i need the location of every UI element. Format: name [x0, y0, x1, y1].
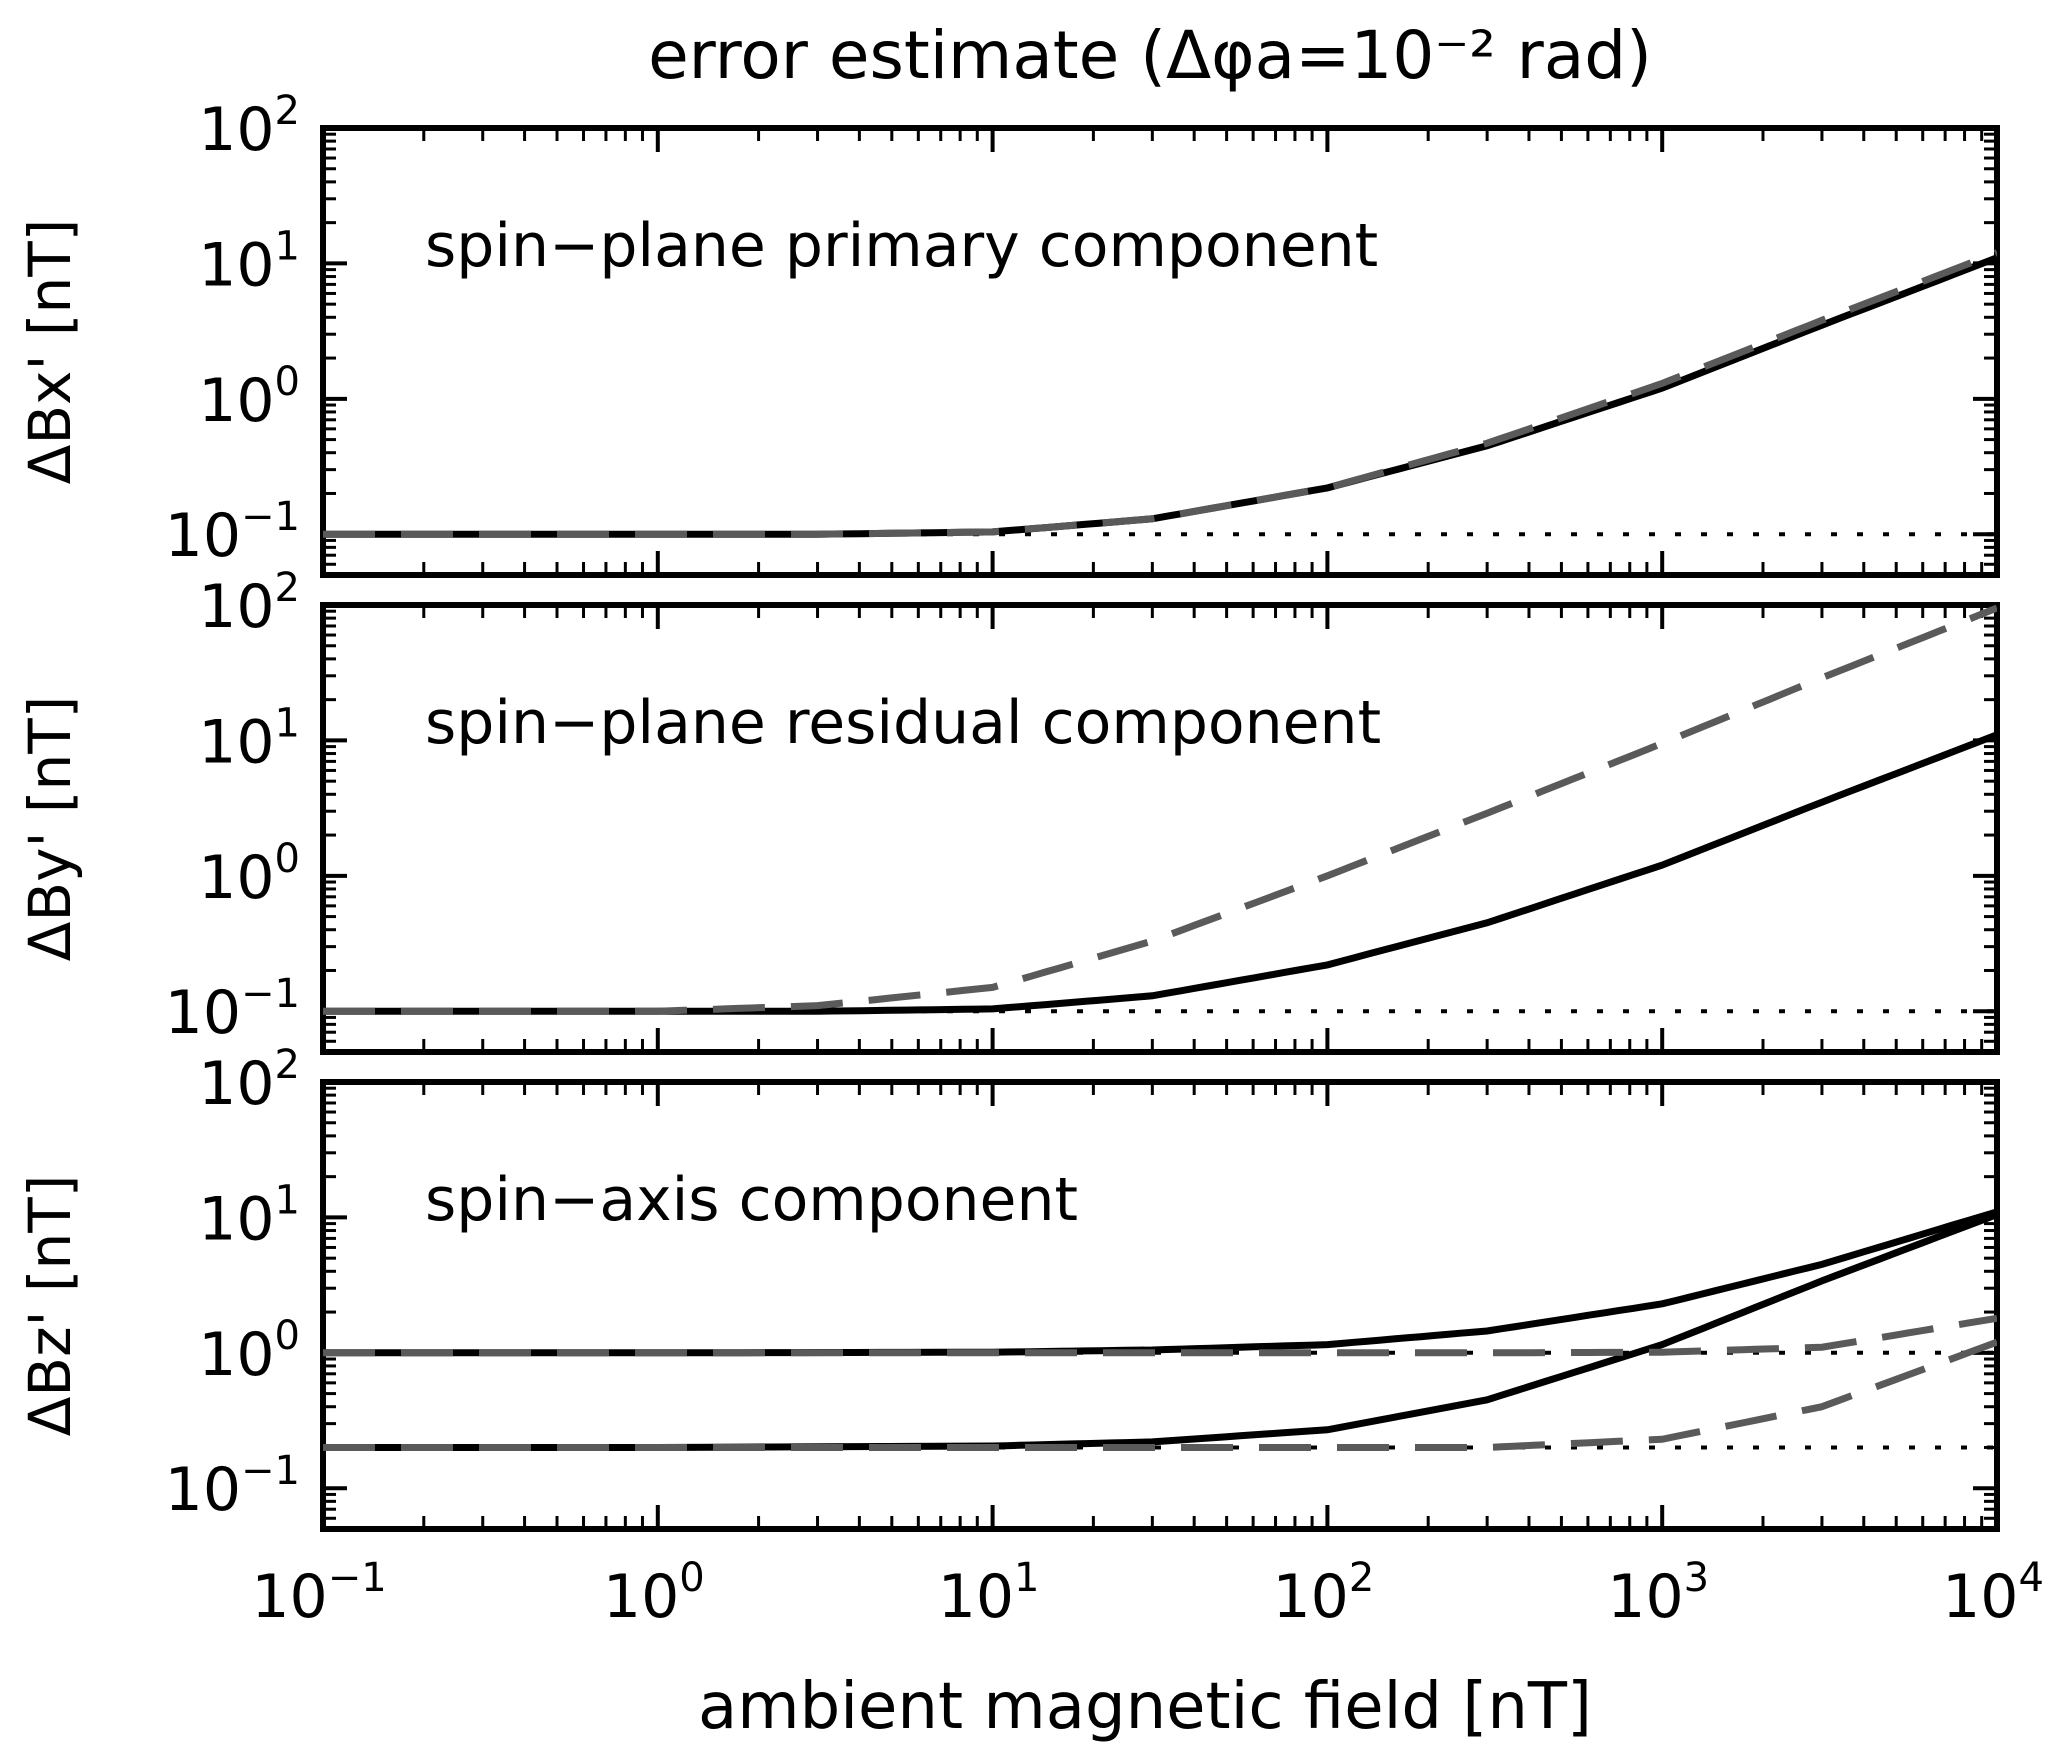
y-tick-label-exponent: 2	[275, 565, 300, 611]
ticks	[321, 603, 1999, 1054]
y-tick-label: 101	[198, 1177, 300, 1254]
x-tick-label: 104	[1942, 1555, 2044, 1632]
series-solid-line	[323, 731, 1997, 1015]
y-tick-label: 100	[198, 1313, 300, 1390]
x-tick-label-exponent: 1	[1014, 1555, 1039, 1601]
x-tick-label: 101	[938, 1555, 1040, 1632]
panel-label: spin−plane residual component	[425, 688, 1381, 758]
x-tick-label-exponent: 4	[2018, 1555, 2043, 1601]
x-tick-label: 102	[1272, 1555, 1374, 1632]
plot-frame	[320, 125, 2000, 578]
x-tick-label-exponent: 0	[679, 1555, 704, 1601]
plot-frame	[320, 602, 2000, 1055]
y-tick-label-exponent: 2	[275, 88, 300, 134]
ticks	[321, 1080, 1999, 1531]
y-tick-label-exponent: −1	[241, 971, 300, 1017]
series-group	[323, 605, 1997, 1015]
y-tick-label-exponent: 1	[275, 700, 300, 746]
y-tick-label-exponent: 2	[275, 1042, 300, 1088]
y-tick-label: 100	[198, 359, 300, 436]
y-axis-label: ΔBy' [nT]	[16, 696, 84, 962]
panel-label: spin−plane primary component	[425, 211, 1378, 281]
y-tick-label-exponent: 0	[275, 1313, 300, 1359]
x-tick-labels: 10−1 100 101 102 103 104	[251, 1555, 2044, 1632]
y-tick-label: 10−1	[165, 971, 300, 1048]
y-tick-label: 102	[198, 1042, 300, 1119]
y-tick-label: 101	[198, 700, 300, 777]
y-tick-label-exponent: 1	[275, 1177, 300, 1223]
x-axis-label: ambient magnetic field [nT]	[698, 1670, 1592, 1744]
plot-frame	[320, 1079, 2000, 1532]
panel-label: spin−axis component	[425, 1165, 1078, 1235]
series-solid-line	[323, 1208, 1997, 1357]
x-tick-label-exponent: 2	[1349, 1555, 1374, 1601]
series-dashed-line	[323, 605, 1997, 1015]
y-tick-label-exponent: 0	[275, 359, 300, 405]
y-tick-label: 10−1	[165, 494, 300, 571]
x-tick-label-exponent: 3	[1684, 1555, 1709, 1601]
y-tick-label: 101	[198, 223, 300, 300]
chart-title: error estimate (Δφa=10⁻² rad)	[648, 17, 1652, 94]
y-axis-label: ΔBx' [nT]	[16, 219, 84, 485]
series-solid-line	[323, 1211, 1997, 1451]
x-tick-label: 100	[603, 1555, 705, 1632]
y-tick-label: 102	[198, 88, 300, 165]
series-dashed-line	[323, 249, 1997, 538]
y-tick-label: 100	[198, 836, 300, 913]
y-tick-label-exponent: 0	[275, 836, 300, 882]
y-axis-label: ΔBz' [nT]	[16, 1175, 84, 1437]
y-tick-label-exponent: −1	[241, 494, 300, 540]
series-group	[323, 249, 1997, 538]
series-dashed-line	[323, 1338, 1997, 1451]
x-tick-label: 10−1	[251, 1555, 386, 1632]
series-group	[323, 1208, 1997, 1451]
y-tick-label: 10−1	[165, 1448, 300, 1525]
y-tick-label: 102	[198, 565, 300, 642]
y-tick-label-exponent: −1	[241, 1448, 300, 1494]
x-tick-label-exponent: −1	[328, 1555, 387, 1601]
series-solid-line	[323, 254, 1997, 538]
series-dashed-line	[323, 1314, 1997, 1357]
x-tick-label: 103	[1607, 1555, 1709, 1632]
y-tick-label-exponent: 1	[275, 223, 300, 269]
